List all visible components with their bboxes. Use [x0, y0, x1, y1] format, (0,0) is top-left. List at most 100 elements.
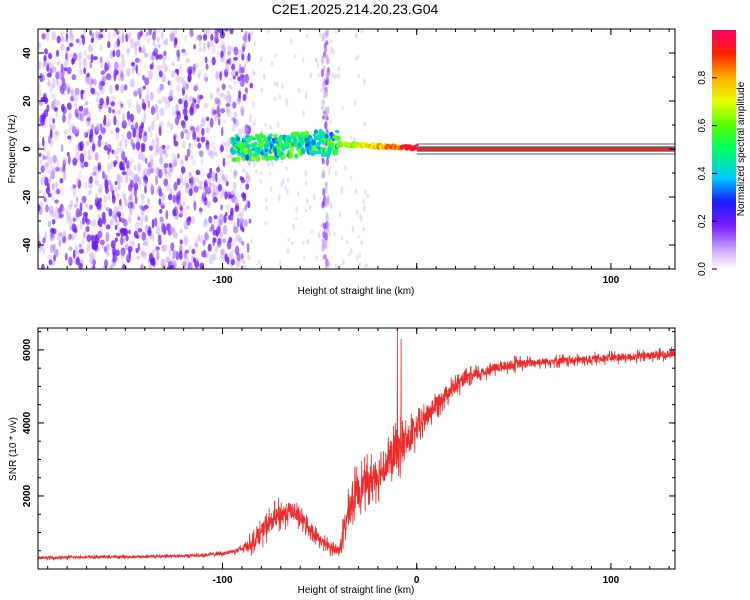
spectrogram-noise-cell [144, 215, 148, 223]
spectrogram-noise-cell [178, 198, 183, 209]
spectrogram-signal-cell [310, 151, 315, 157]
colorbar-tick-label: 0.2 [697, 214, 708, 228]
spectrogram-noise-cell [113, 72, 117, 82]
spectrogram-noise-cell [162, 244, 168, 252]
spectrogram-noise-cell [358, 252, 362, 259]
spectrogram-noise-cell [142, 44, 146, 54]
spectrogram-noise-cell [188, 142, 192, 149]
spectrogram-noise-cell [120, 54, 124, 59]
spectrogram-noise-cell [137, 151, 143, 161]
spectrogram-noise-cell [38, 189, 43, 194]
spectrogram-noise-cell [144, 77, 150, 86]
spectrogram-noise-cell [178, 250, 183, 260]
spectrogram-noise-cell [95, 124, 99, 133]
spectrogram-noise-cell [74, 87, 80, 96]
spectrogram-noise-cell [230, 207, 234, 216]
spectrogram-noise-cell [139, 30, 143, 37]
spectrogram-noise-cell [247, 52, 251, 62]
spectrogram-noise-cell [141, 98, 145, 109]
spectrogram-noise-cell [135, 38, 140, 46]
spectrogram-noise-cell [326, 259, 330, 268]
spectrogram-noise-cell [148, 51, 152, 61]
spectrogram-noise-cell [109, 182, 114, 192]
spectrogram-noise-cell [315, 255, 318, 260]
spectrogram-signal-cell [299, 139, 305, 146]
spectrogram-noise-cell [237, 69, 241, 74]
spectrogram-noise-cell [241, 53, 245, 61]
spectrogram-noise-cell [172, 110, 177, 117]
spectrogram-noise-cell [161, 166, 166, 172]
spectrogram-noise-cell [121, 190, 126, 200]
spectrogram-noise-cell [55, 79, 58, 85]
spectrogram-noise-cell [237, 128, 243, 136]
spectrogram-noise-cell [161, 204, 165, 209]
spectrogram-noise-cell [47, 156, 53, 164]
spectrogram-noise-cell [38, 101, 44, 106]
spectrogram-noise-cell [93, 165, 97, 173]
spectrogram-noise-cell [188, 148, 192, 155]
snr-series-line [38, 328, 675, 561]
spectrogram-noise-cell [206, 116, 210, 122]
spectrogram-noise-cell [67, 204, 72, 211]
spectrogram-noise-cell [273, 96, 277, 101]
spectrogram-noise-cell [126, 68, 131, 77]
spectrogram-noise-cell [231, 68, 236, 78]
snr-xtick-label: 100 [603, 575, 620, 586]
spectrogram-noise-cell [138, 46, 142, 53]
spectrogram-noise-cell [210, 34, 214, 41]
spectrogram-noise-cell [158, 234, 161, 239]
spectrogram-noise-cell [234, 197, 239, 207]
spectrogram-noise-cell [211, 192, 217, 199]
spectrogram-noise-cell [98, 214, 103, 219]
spectrogram-noise-cell [249, 82, 254, 89]
spectrogram-noise-cell [104, 141, 108, 148]
spectrogram-noise-cell [183, 236, 189, 246]
spectrogram-noise-cell [111, 95, 116, 103]
spectrogram-noise-cell [140, 212, 145, 222]
spectrogram-noise-cell [51, 196, 55, 201]
spectrogram-noise-cell [182, 207, 187, 213]
spectrogram-noise-cell [41, 61, 46, 68]
spectrogram-noise-cell [224, 253, 228, 263]
spectrogram-noise-cell [86, 245, 92, 252]
spectrogram-noise-cell [139, 48, 145, 53]
spectrogram-noise-cell [195, 169, 201, 176]
spectrogram-noise-cell [229, 168, 233, 173]
spectrogram-signal-cell [253, 141, 258, 146]
spectrogram-noise-cell [107, 149, 110, 156]
spectrogram-noise-cell [141, 263, 144, 269]
spectrogram-noise-cell [112, 49, 116, 58]
spectrogram-signal-cell [291, 131, 297, 136]
spectrogram-noise-cell [56, 159, 60, 169]
spectrogram-noise-cell [129, 38, 135, 43]
spectrogram-noise-cell [183, 234, 188, 241]
spectrogram-noise-cell [233, 80, 238, 86]
spectrogram-noise-cell [214, 29, 219, 36]
spectrogram-noise-cell [120, 247, 126, 256]
spectrogram-noise-cell [221, 141, 227, 146]
spectrogram-noise-cell [104, 62, 108, 72]
spectrogram-noise-cell [153, 150, 159, 157]
spectrogram-noise-cell [130, 61, 135, 67]
spectrogram-noise-cell [128, 229, 131, 235]
spectrogram-noise-cell [205, 77, 208, 85]
spectrogram-noise-cell [90, 264, 94, 269]
spectrogram-noise-cell [132, 172, 135, 183]
spectrogram-noise-cell [85, 140, 90, 146]
spectrogram-noise-cell [49, 83, 53, 93]
spectrogram-noise-cell [301, 57, 305, 63]
spectrogram-noise-cell [94, 152, 99, 161]
snr-xtick-label: -100 [212, 575, 232, 586]
spectrogram-noise-cell [322, 244, 326, 249]
spectrogram-noise-cell [201, 250, 206, 258]
spectrogram-noise-cell [84, 132, 89, 138]
spectrogram-noise-cell [78, 170, 82, 179]
spectrogram-noise-cell [50, 233, 53, 242]
spectrogram-noise-cell [214, 246, 218, 253]
spectrogram-noise-cell [227, 90, 230, 96]
spectrogram-noise-cell [228, 57, 232, 66]
spectrogram-noise-cell [158, 126, 162, 136]
spectrogram-noise-cell [49, 175, 52, 182]
spectrogram-noise-cell [129, 201, 134, 208]
spectrogram-noise-cell [46, 150, 50, 159]
